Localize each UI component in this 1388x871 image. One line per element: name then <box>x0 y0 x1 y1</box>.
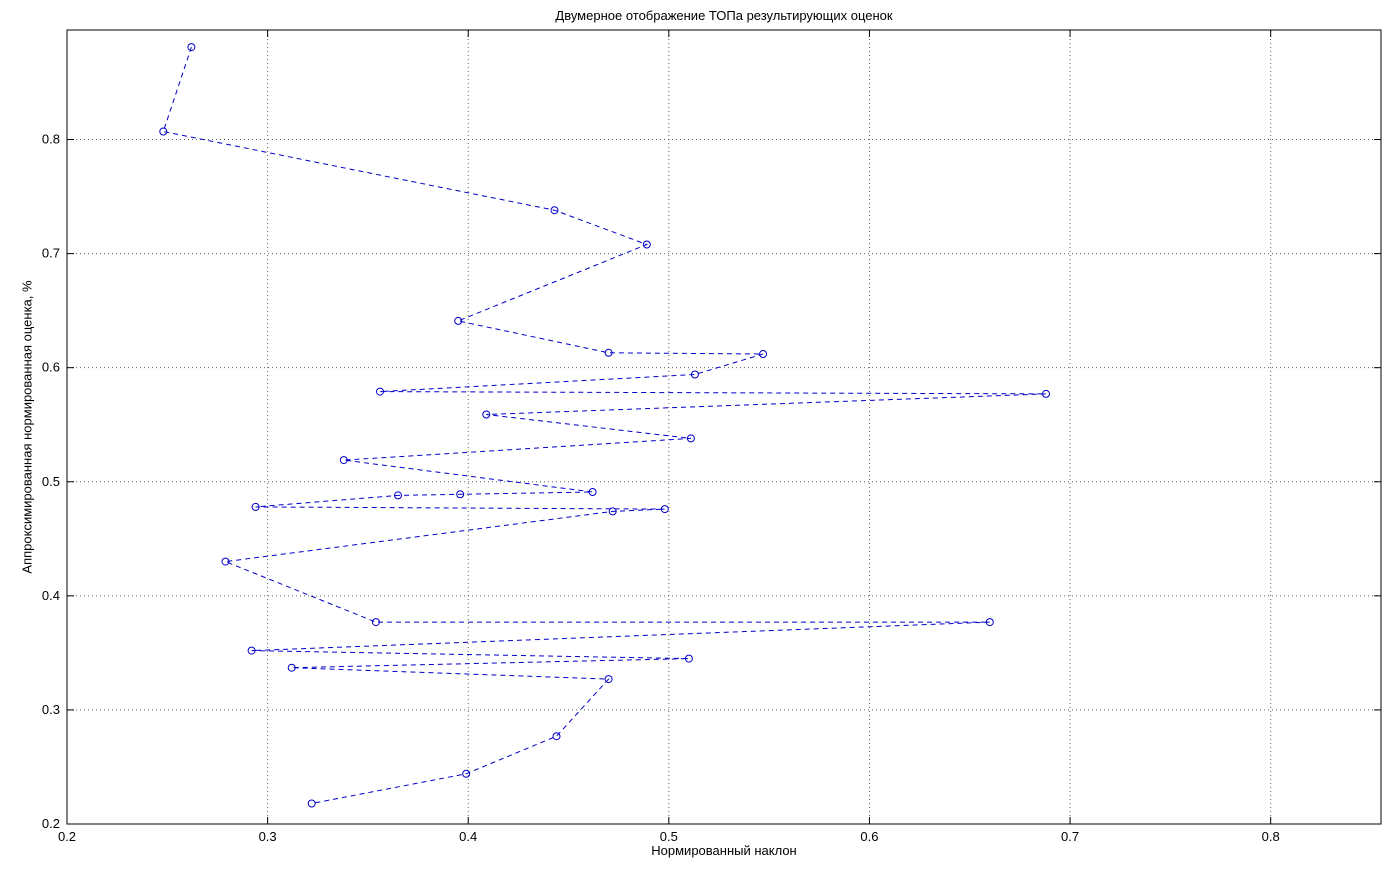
x-tick-label: 0.6 <box>860 829 878 844</box>
data-point-marker <box>759 350 768 358</box>
x-axis-label: Нормированный наклон <box>651 843 797 858</box>
x-tick-label: 0.5 <box>660 829 678 844</box>
data-point-marker <box>251 502 260 511</box>
y-tick-label: 0.8 <box>42 132 60 147</box>
data-point-marker <box>307 799 316 808</box>
data-point-marker <box>482 410 491 419</box>
x-tick-label: 0.8 <box>1262 829 1280 844</box>
x-tick-label: 0.7 <box>1061 829 1079 844</box>
data-point-marker <box>247 646 256 655</box>
chart-title: Двумерное отображение ТОПа результирующи… <box>555 8 893 23</box>
data-point-marker <box>608 507 617 516</box>
y-axis-label: Аппроксимированная нормированная оценка,… <box>19 280 35 574</box>
data-point-marker <box>552 732 561 741</box>
y-tick-label: 0.2 <box>42 816 60 831</box>
data-series-line <box>162 46 1047 804</box>
data-point-marker <box>642 240 651 249</box>
data-point-marker <box>187 43 196 52</box>
data-point-marker <box>462 769 471 778</box>
data-point-marker <box>371 618 380 627</box>
y-tick-label: 0.4 <box>42 588 60 603</box>
data-point-marker <box>394 491 402 500</box>
data-point-marker <box>1042 389 1050 398</box>
y-tick-label: 0.6 <box>42 360 60 375</box>
data-point-marker <box>454 316 463 325</box>
data-point-marker <box>159 127 168 136</box>
data-point-marker <box>221 557 230 566</box>
data-point-marker <box>686 434 695 443</box>
x-tick-label: 0.3 <box>259 829 277 844</box>
data-point-marker <box>588 488 597 496</box>
data-point-marker <box>339 456 348 465</box>
data-point-marker <box>287 663 296 672</box>
data-point-marker <box>684 654 693 663</box>
data-point-marker <box>604 348 613 357</box>
data-point-marker <box>690 370 699 379</box>
y-tick-label: 0.5 <box>42 474 60 489</box>
y-tick-label: 0.7 <box>42 246 60 261</box>
x-tick-label: 0.2 <box>58 829 76 844</box>
y-tick-label: 0.3 <box>42 702 60 717</box>
data-point-marker <box>660 505 669 514</box>
data-point-marker <box>376 387 384 396</box>
data-point-marker <box>456 490 465 499</box>
plot-box <box>66 29 1382 825</box>
data-point-marker <box>604 675 613 684</box>
data-point-marker <box>985 618 994 627</box>
data-point-marker <box>550 206 559 215</box>
x-tick-label: 0.4 <box>459 829 477 844</box>
